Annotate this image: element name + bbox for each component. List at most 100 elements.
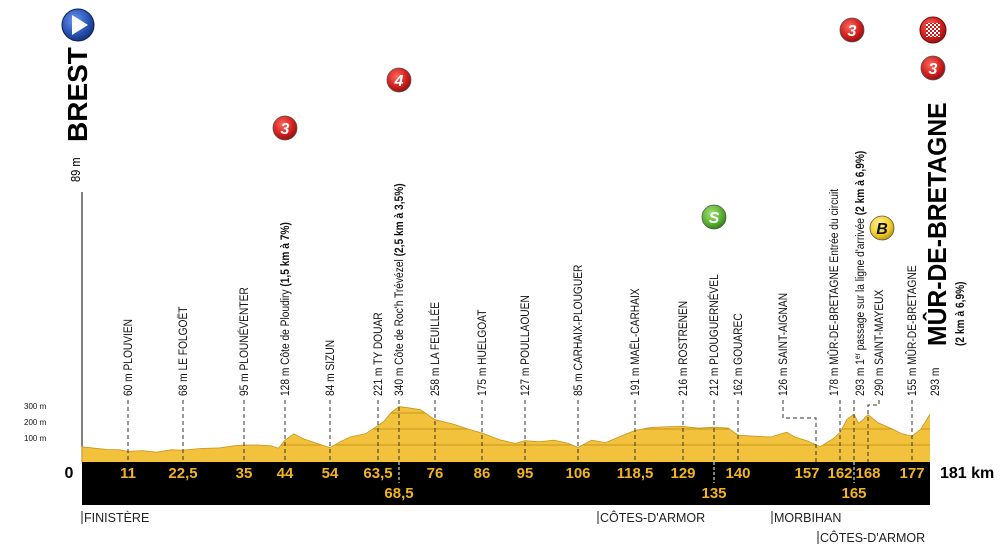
badge-circle: [920, 55, 946, 81]
km-tick-label: 177: [899, 465, 924, 482]
place-label: 175 m HUELGOAT: [476, 309, 489, 396]
place-label: 293 m 1er passage sur la ligne d'arrivée…: [852, 150, 867, 396]
km-tick-label: 35: [236, 465, 253, 482]
place-name: POULLAOUEN: [519, 295, 532, 365]
badge-label: S: [709, 210, 720, 227]
place-altitude: 128 m: [279, 365, 292, 396]
place-altitude: 68 m: [177, 371, 190, 396]
km-tick-label: 129: [670, 465, 695, 482]
place-label: 191 m MAËL-CARHAIX: [629, 288, 642, 396]
place-marker-line: [782, 400, 817, 462]
place-label: 128 m Côte de Ploudiry (1,5 km à 7%): [279, 222, 292, 396]
km-start-label: 0: [65, 465, 74, 482]
place-altitude: 85 m: [572, 371, 585, 396]
place-marker-line: [867, 400, 880, 462]
climb-detail: (2 km à 6,9%): [854, 150, 867, 215]
climb-category-icon: 3: [272, 115, 298, 141]
place-altitude: 95 m: [238, 371, 251, 396]
km-tick-label: 135: [701, 485, 726, 502]
place-name: Côte de Ploudiry: [279, 289, 292, 365]
km-tick-label: 168: [855, 465, 880, 482]
km-tick-label: 157: [794, 465, 819, 482]
place-label: 258 m LA FEUILLÉE: [428, 302, 442, 396]
department-label: FINISTÈRE: [84, 510, 149, 525]
place-name: LA FEUILLÉE: [428, 302, 442, 365]
badge-label: 3: [848, 23, 857, 40]
km-tick-label: 22,5: [168, 465, 197, 482]
place-name: GOUAREC: [732, 313, 745, 365]
department-label: MORBIHAN: [774, 511, 841, 525]
place-altitude: 84 m: [324, 371, 337, 396]
km-end-label: 181 km: [940, 465, 994, 482]
place-label: 68 m LE FOLGOËT: [177, 306, 190, 396]
badge-label: B: [876, 221, 888, 238]
place-altitude: 175 m: [476, 365, 489, 396]
km-tick-label: 76: [427, 465, 444, 482]
place-name: SAINT-MAYEUX: [873, 289, 886, 365]
y-tick-label: 200 m: [24, 418, 47, 427]
place-altitude: 212 m: [708, 365, 721, 396]
finish-altitude: 293 m: [929, 368, 942, 396]
place-altitude: 178 m: [828, 365, 841, 396]
climb-detail: (2,5 km à 3,5%): [393, 183, 406, 259]
place-altitude: 293 m: [854, 365, 867, 396]
finish-climb-category-icon: 3: [920, 55, 946, 81]
badge-label: 3: [281, 121, 290, 138]
place-name: PLOUNÉVENTER: [237, 287, 251, 370]
badge-label: 4: [394, 73, 404, 90]
place-altitude: 290 m: [873, 365, 886, 396]
badge-circle: [386, 67, 412, 93]
place-label: 95 m PLOUNÉVENTER: [237, 287, 251, 396]
km-tick-label: 68,5: [384, 485, 413, 502]
place-label: 340 m Côte de Roc'h Trévézel (2,5 km à 3…: [393, 183, 406, 396]
place-label: 178 m MÛR-DE-BRETAGNE Entrée du circuit: [827, 188, 841, 396]
place-name: SIZUN: [324, 340, 337, 371]
climb-category-icon: 4: [386, 67, 412, 93]
finish-climb-detail: (2 km à 6,9%): [954, 281, 967, 346]
place-altitude: 127 m: [519, 365, 532, 396]
bonus-sprint-icon: B: [869, 215, 895, 241]
place-altitude: 155 m: [906, 365, 919, 396]
km-tick-label: 86: [474, 465, 491, 482]
place-altitude: 216 m: [677, 365, 690, 396]
place-label: 290 m SAINT-MAYEUX: [873, 289, 886, 396]
place-name: Côte de Roc'h Trévézel: [393, 259, 406, 365]
km-tick-label: 11: [120, 465, 136, 482]
badge-circle: [839, 17, 865, 43]
km-tick-label: 54: [322, 465, 339, 482]
place-name: SAINT-AIGNAN: [777, 293, 790, 365]
superscript: er: [852, 353, 862, 360]
place-altitude: 191 m: [629, 365, 642, 396]
place-name: ROSTRENEN: [677, 301, 690, 365]
department-label: CÔTES-D'ARMOR: [820, 530, 925, 545]
place-altitude: 221 m: [372, 365, 385, 396]
place-label: 126 m SAINT-AIGNAN: [777, 293, 790, 396]
climb-detail: (1,5 km à 7%): [279, 222, 292, 290]
place-altitude: 126 m: [777, 365, 790, 396]
place-label: 216 m ROSTRENEN: [677, 301, 690, 396]
department-label: CÔTES-D'ARMOR: [600, 510, 705, 525]
place-label: 212 m PLOUGUERNÉVEL: [707, 274, 721, 396]
place-name-cont: passage sur la ligne d'arrivée: [854, 215, 867, 353]
climb-category-icon: 3: [839, 17, 865, 43]
y-tick-label: 300 m: [24, 402, 47, 411]
km-tick-label: 165: [841, 485, 866, 502]
start-altitude: 89 m: [68, 157, 83, 182]
place-name: MÛR-DE-BRETAGNE: [905, 265, 919, 364]
place-label: 162 m GOUAREC: [732, 313, 745, 396]
place-name: PLOUGUERNÉVEL: [707, 274, 721, 365]
km-tick-label: 95: [517, 465, 534, 482]
place-name: CARHAIX-PLOUGUER: [572, 265, 585, 371]
badge-circle: [701, 204, 727, 230]
finish-flag-icon: [919, 16, 947, 44]
place-label: 85 m CARHAIX-PLOUGUER: [572, 265, 585, 396]
place-altitude: 340 m: [393, 365, 406, 396]
sprint-icon: S: [701, 204, 727, 230]
elevation-area: [82, 406, 930, 462]
y-tick-label: 100 m: [24, 434, 47, 443]
km-bar: [82, 462, 930, 505]
km-tick-label: 63,5: [363, 465, 392, 482]
place-name: MAËL-CARHAIX: [629, 288, 642, 365]
place-label: 221 m TY DOUAR: [372, 312, 385, 396]
